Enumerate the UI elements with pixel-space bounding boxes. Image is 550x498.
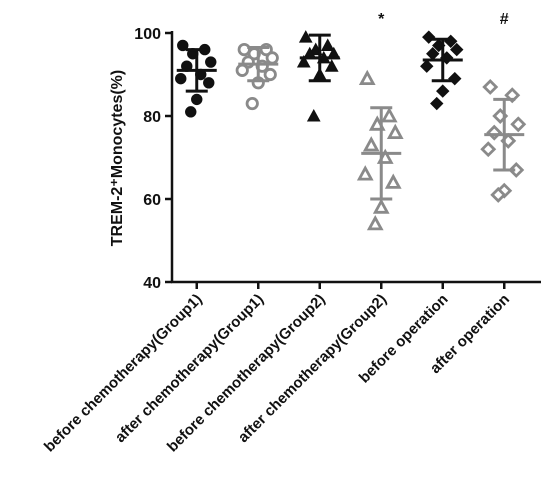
significance-mark: # (500, 11, 509, 28)
data-point (205, 56, 217, 68)
data-point (486, 124, 503, 141)
data-point (510, 116, 527, 133)
data-point (298, 30, 313, 43)
data-point (358, 69, 376, 86)
significance-mark: * (378, 11, 385, 28)
data-point (422, 30, 436, 44)
data-point (324, 59, 339, 72)
data-point (191, 93, 203, 106)
data-point (366, 214, 384, 231)
data-point (175, 72, 187, 85)
data-point (245, 96, 259, 111)
y-tick-label: 80 (143, 109, 161, 126)
data-point (450, 42, 464, 57)
data-point (482, 78, 499, 95)
data-point (380, 107, 398, 123)
data-point (480, 141, 497, 158)
data-point (235, 63, 249, 77)
data-point (420, 59, 434, 73)
data-point (448, 71, 462, 86)
data-point (296, 55, 311, 68)
data-point (320, 38, 335, 51)
data-point (508, 161, 525, 178)
y-tick-label: 60 (143, 192, 161, 209)
data-point (386, 123, 404, 140)
y-axis-label: TREM-2⁺Monocytes(%) (109, 70, 126, 246)
y-tick-label: 100 (134, 26, 161, 43)
data-point (384, 173, 402, 189)
data-point (263, 67, 277, 82)
data-point (362, 136, 380, 152)
data-point (436, 84, 450, 98)
data-point (430, 96, 444, 111)
y-tick-label: 40 (143, 275, 161, 292)
data-point (356, 165, 374, 181)
data-point (265, 51, 279, 65)
data-point (372, 198, 390, 214)
data-point (203, 77, 215, 89)
data-point (490, 186, 507, 203)
data-point (177, 39, 189, 52)
data-point (306, 108, 321, 122)
data-point (185, 106, 197, 118)
